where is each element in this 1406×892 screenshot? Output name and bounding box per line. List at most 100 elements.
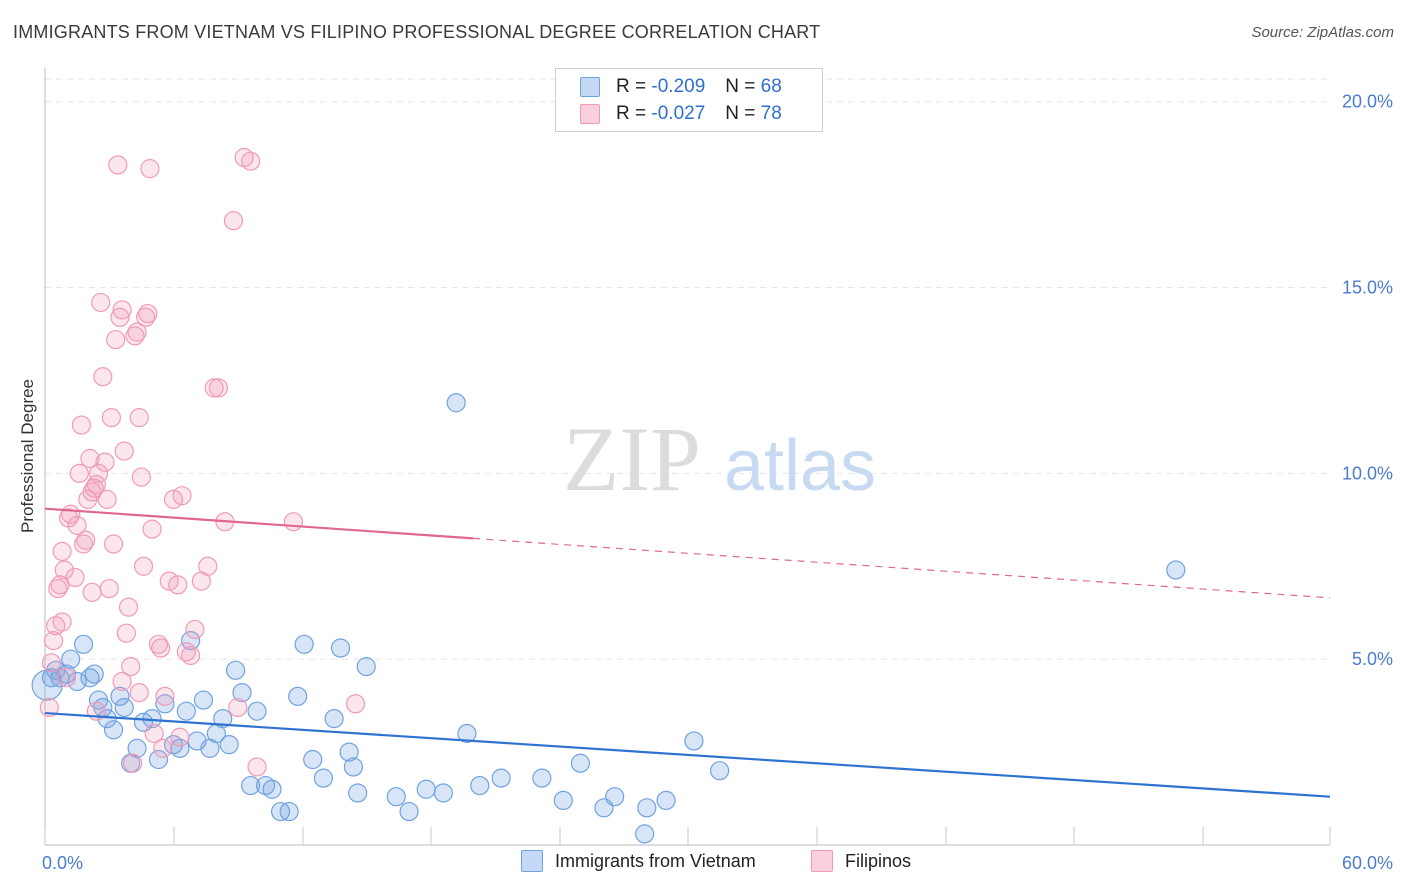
point-vietnam: [193, 690, 214, 710]
legend-swatch-vietnam: [580, 77, 600, 97]
point-filipinos: [108, 155, 128, 175]
series-filipinos-points: [39, 147, 366, 777]
series-legend-label-filipinos: Filipinos: [845, 850, 912, 871]
series-legend-swatch-filipinos: [811, 850, 833, 872]
point-vietnam: [446, 393, 466, 413]
point-filipinos: [69, 463, 89, 483]
point-vietnam: [348, 783, 368, 803]
grid-lines: [45, 78, 1330, 660]
y-tick-label: 5.0%: [1352, 649, 1393, 669]
point-vietnam: [73, 634, 94, 654]
y-axis-label: Professional Degree: [18, 379, 37, 533]
point-filipinos: [54, 560, 74, 580]
series-legend-label-vietnam: Immigrants from Vietnam: [555, 850, 756, 871]
point-filipinos: [198, 556, 218, 576]
point-filipinos: [151, 638, 171, 658]
point-vietnam: [386, 787, 406, 807]
legend-row-vietnam: R = -0.209 N = 68: [580, 74, 782, 100]
point-vietnam: [710, 761, 730, 781]
trend-line-filipinos-dashed: [473, 537, 1331, 599]
trend-line-filipinos-solid: [44, 507, 474, 540]
point-filipinos: [93, 367, 113, 387]
legend-r-label: R =: [616, 76, 647, 97]
point-filipinos: [80, 448, 100, 469]
point-filipinos: [131, 467, 151, 487]
source-credit: Source: ZipAtlas.com: [1251, 24, 1394, 41]
y-tick-label: 20.0%: [1342, 92, 1393, 112]
point-filipinos: [142, 519, 162, 539]
legend-r-value: -0.209: [651, 76, 706, 97]
point-filipinos: [91, 292, 111, 313]
point-vietnam: [433, 783, 453, 803]
point-filipinos: [228, 697, 248, 718]
legend-row-filipinos: R = -0.027 N = 78: [580, 101, 782, 127]
point-filipinos: [116, 623, 136, 643]
chart-title: IMMIGRANTS FROM VIETNAM VS FILIPINO PROF…: [13, 22, 821, 42]
point-vietnam: [155, 694, 175, 714]
point-vietnam: [279, 801, 299, 822]
point-vietnam: [67, 671, 87, 692]
point-filipinos: [247, 757, 267, 777]
point-vietnam: [491, 768, 511, 788]
point-vietnam: [103, 720, 124, 740]
correlation-legend: R = -0.209 N = 68 R = -0.027 N = 78: [555, 68, 823, 132]
point-filipinos: [97, 489, 117, 509]
watermark: ZIP atlas: [563, 408, 876, 510]
point-filipinos: [52, 541, 72, 562]
point-vietnam: [114, 697, 134, 718]
point-filipinos: [39, 697, 59, 718]
point-vietnam: [416, 779, 436, 799]
point-vietnam: [232, 683, 252, 703]
legend-r-value: -0.027: [651, 103, 706, 124]
point-filipinos: [118, 597, 139, 617]
point-vietnam: [532, 768, 552, 788]
point-vietnam: [637, 798, 657, 818]
point-vietnam: [247, 701, 267, 721]
point-vietnam: [343, 757, 363, 777]
point-filipinos: [283, 512, 304, 532]
point-filipinos: [76, 530, 96, 550]
point-vietnam: [356, 657, 376, 677]
legend-n-value: 78: [760, 103, 782, 124]
point-vietnam: [470, 775, 490, 796]
x-tick-label: 60.0%: [1342, 853, 1393, 873]
point-filipinos: [204, 378, 224, 398]
series-legend-vietnam: Immigrants from Vietnam: [521, 850, 756, 872]
point-vietnam: [605, 787, 625, 807]
point-filipinos: [41, 653, 62, 673]
tick-labels: 5.0% 10.0% 15.0% 20.0% 0.0% 60.0%: [42, 92, 1393, 873]
point-filipinos: [168, 575, 188, 595]
series-legend: Immigrants from Vietnam Filipinos: [0, 850, 1406, 878]
point-filipinos: [67, 515, 87, 535]
point-filipinos: [241, 151, 261, 171]
point-filipinos: [56, 668, 77, 688]
point-vietnam: [176, 701, 196, 721]
point-vietnam: [288, 686, 308, 706]
point-vietnam: [656, 790, 676, 811]
point-vietnam: [226, 660, 246, 680]
point-vietnam: [553, 790, 573, 811]
point-vietnam: [457, 723, 477, 744]
point-filipinos: [101, 408, 121, 428]
point-vietnam: [313, 768, 334, 788]
point-vietnam: [330, 638, 351, 658]
point-filipinos: [172, 486, 192, 506]
point-filipinos: [133, 556, 154, 576]
legend-n-value: 68: [760, 76, 782, 97]
point-vietnam: [148, 749, 169, 770]
point-filipinos: [223, 211, 244, 231]
point-filipinos: [155, 686, 175, 706]
trend-line-vietnam: [44, 711, 1331, 798]
point-filipinos: [114, 441, 134, 461]
point-vietnam: [110, 686, 130, 706]
point-filipinos: [65, 567, 85, 588]
point-filipinos: [144, 723, 164, 744]
point-filipinos: [181, 645, 201, 666]
point-filipinos: [138, 303, 158, 324]
point-vietnam: [213, 709, 233, 729]
point-filipinos: [110, 307, 130, 327]
point-vietnam: [1166, 560, 1186, 580]
point-vietnam: [570, 753, 591, 773]
point-filipinos: [99, 578, 119, 599]
point-vietnam: [84, 664, 104, 684]
